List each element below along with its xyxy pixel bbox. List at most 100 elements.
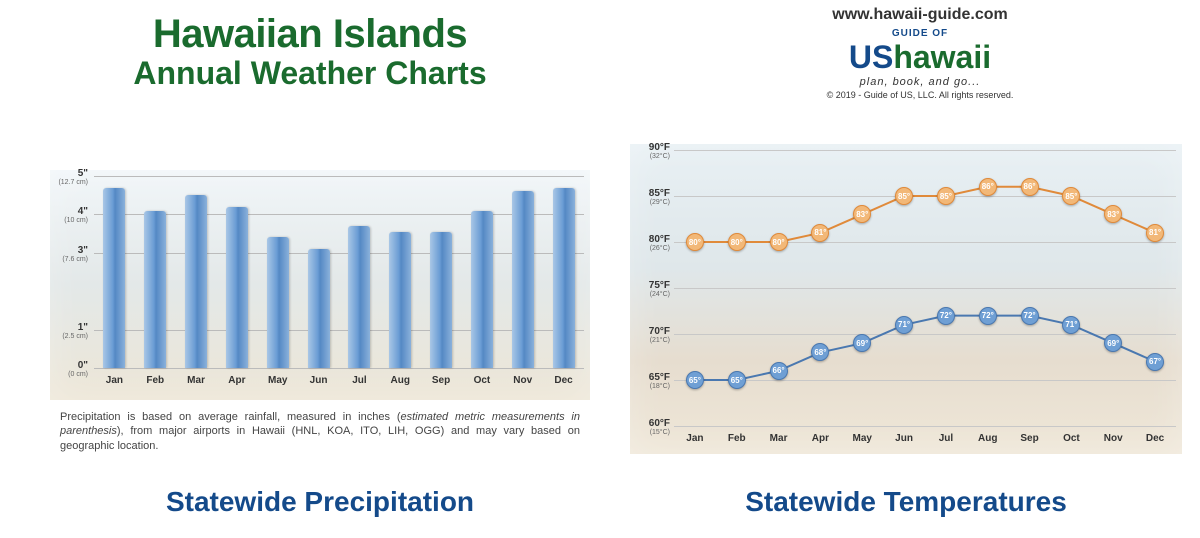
line-x-tick: Feb <box>716 433 758 444</box>
temp-marker-high: 80° <box>686 233 704 251</box>
precip-bar <box>389 232 411 368</box>
bar-x-tick: Jun <box>298 375 339 386</box>
line-y-tick: 60°F(15°C) <box>630 418 670 436</box>
temp-marker-low: 65° <box>686 371 704 389</box>
page-title: Hawaiian Islands <box>60 12 560 56</box>
temp-marker-high: 85° <box>895 187 913 205</box>
line-y-tick: 70°F(21°C) <box>630 326 670 344</box>
temperature-title: Statewide Temperatures <box>630 486 1182 518</box>
precip-bar <box>103 188 125 368</box>
bar-gridline <box>94 214 584 215</box>
bar-gridline <box>94 330 584 331</box>
bar-y-tick: 5"(12.7 cm) <box>52 168 88 186</box>
bar-plot-area: 0"(0 cm)1"(2.5 cm)3"(7.6 cm)4"(10 cm)5"(… <box>94 176 584 368</box>
line-x-tick: Dec <box>1134 433 1176 444</box>
temp-marker-high: 81° <box>811 224 829 242</box>
temp-line-low <box>695 316 1155 380</box>
bar-x-tick: Sep <box>421 375 462 386</box>
bar-y-tick: 1"(2.5 cm) <box>52 322 88 340</box>
bar-x-tick: Jul <box>339 375 380 386</box>
precip-bar <box>308 249 330 368</box>
line-y-tick: 90°F(32°C) <box>630 142 670 160</box>
temperature-chart: 60°F(15°C) 65°F(18°C) 70°F(21°C) 75°F(24°C)… <box>630 144 1182 454</box>
temp-line-high <box>695 187 1155 242</box>
site-url: www.hawaii-guide.com <box>760 6 1080 24</box>
page-subtitle: Annual Weather Charts <box>60 56 560 91</box>
temp-marker-high: 80° <box>728 233 746 251</box>
line-x-tick: Jun <box>883 433 925 444</box>
line-x-tick: Jul <box>925 433 967 444</box>
line-y-tick: 80°F(26°C) <box>630 234 670 252</box>
line-x-tick: Oct <box>1051 433 1093 444</box>
temp-marker-high: 85° <box>937 187 955 205</box>
temp-marker-low: 71° <box>1062 316 1080 334</box>
precip-bar <box>185 195 207 368</box>
bar-y-tick: 4"(10 cm) <box>52 206 88 224</box>
bar-y-tick: 0"(0 cm) <box>52 360 88 378</box>
bar-x-tick: Feb <box>135 375 176 386</box>
header-left: Hawaiian Islands Annual Weather Charts <box>60 12 560 91</box>
logo-top-text: GUIDE OF <box>760 28 1080 39</box>
line-series-svg <box>674 150 1176 426</box>
temp-marker-high: 85° <box>1062 187 1080 205</box>
temp-marker-high: 83° <box>853 205 871 223</box>
line-plot-area: 60°F(15°C)65°F(18°C)70°F(21°C)75°F(24°C)… <box>674 150 1176 426</box>
line-gridline <box>674 426 1176 427</box>
bar-gridline <box>94 176 584 177</box>
site-logo: GUIDE OF UShawaii <box>760 28 1080 76</box>
line-x-tick: May <box>841 433 883 444</box>
precip-bar <box>226 207 248 368</box>
temp-marker-low: 69° <box>1104 334 1122 352</box>
branding-block: www.hawaii-guide.com GUIDE OF UShawaii p… <box>760 6 1080 100</box>
copyright: © 2019 - Guide of US, LLC. All rights re… <box>760 90 1080 100</box>
line-y-tick: 65°F(18°C) <box>630 372 670 390</box>
line-x-tick: Aug <box>967 433 1009 444</box>
bar-x-tick: Nov <box>502 375 543 386</box>
precip-bar <box>430 232 452 368</box>
bar-x-tick: Oct <box>462 375 503 386</box>
logo-hawaii: hawaii <box>893 39 991 75</box>
temp-marker-high: 81° <box>1146 224 1164 242</box>
line-x-tick: Mar <box>758 433 800 444</box>
temp-marker-high: 86° <box>979 178 997 196</box>
precipitation-title: Statewide Precipitation <box>50 486 590 518</box>
temp-marker-high: 80° <box>770 233 788 251</box>
note-post: ), from major airports in Hawaii (HNL, K… <box>60 425 580 451</box>
precipitation-chart: 0"(0 cm) 1"(2.5 cm) 3"(7.6 cm) 4"(10 cm) 5"(… <box>50 170 590 400</box>
line-y-tick: 75°F(24°C) <box>630 280 670 298</box>
bar-y-tick: 3"(7.6 cm) <box>52 245 88 263</box>
line-x-tick: Sep <box>1009 433 1051 444</box>
note-pre: Precipitation is based on average rainfa… <box>60 411 400 423</box>
line-x-tick: Apr <box>800 433 842 444</box>
temp-marker-low: 72° <box>979 307 997 325</box>
bar-x-tick: Apr <box>217 375 258 386</box>
precip-bar <box>471 211 493 368</box>
bar-gridline <box>94 368 584 369</box>
temp-marker-low: 71° <box>895 316 913 334</box>
logo-us: US <box>849 39 893 75</box>
precip-bar <box>512 191 534 368</box>
line-y-tick: 85°F(29°C) <box>630 188 670 206</box>
line-x-tick: Jan <box>674 433 716 444</box>
temp-marker-low: 69° <box>853 334 871 352</box>
temp-marker-low: 65° <box>728 371 746 389</box>
precip-bar <box>553 188 575 368</box>
temp-marker-low: 67° <box>1146 353 1164 371</box>
bar-x-tick: May <box>257 375 298 386</box>
precip-bar <box>144 211 166 368</box>
temp-marker-low: 72° <box>1021 307 1039 325</box>
temp-marker-low: 72° <box>937 307 955 325</box>
precip-bar <box>348 226 370 368</box>
bar-x-tick: Jan <box>94 375 135 386</box>
temp-marker-high: 86° <box>1021 178 1039 196</box>
bar-x-tick: Dec <box>543 375 584 386</box>
precipitation-footnote: Precipitation is based on average rainfa… <box>60 410 580 453</box>
bar-x-tick: Mar <box>176 375 217 386</box>
bar-x-tick: Aug <box>380 375 421 386</box>
temp-marker-low: 68° <box>811 343 829 361</box>
bar-gridline <box>94 253 584 254</box>
temp-marker-high: 83° <box>1104 205 1122 223</box>
temp-marker-low: 66° <box>770 362 788 380</box>
line-x-tick: Nov <box>1092 433 1134 444</box>
precip-bar <box>267 237 289 368</box>
